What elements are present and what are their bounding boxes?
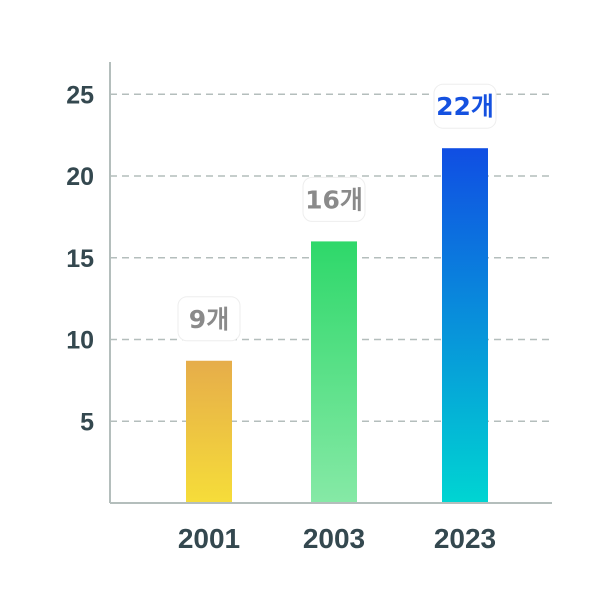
x-category-label: 2001 <box>178 523 240 554</box>
data-label: 9개 <box>189 305 229 334</box>
axes <box>109 62 552 504</box>
y-tick-label: 15 <box>66 245 94 273</box>
y-tick-label: 5 <box>80 408 94 436</box>
data-label: 22개 <box>436 92 494 121</box>
x-axis-categories: 2001 2003 2023 <box>178 523 496 554</box>
data-label-box <box>302 176 366 222</box>
bar-2001 <box>186 360 232 503</box>
data-labels: 9개 16개 22개 <box>177 83 497 342</box>
x-category-label: 2023 <box>434 523 496 554</box>
data-label-box <box>433 83 497 129</box>
y-tick-label: 20 <box>66 163 94 191</box>
data-label-box <box>177 296 241 342</box>
bar-2003 <box>311 241 357 503</box>
y-tick-label: 25 <box>66 81 94 109</box>
x-category-label: 2003 <box>303 523 365 554</box>
bar-2023 <box>442 148 488 503</box>
data-label: 16개 <box>305 185 363 214</box>
bars <box>186 148 488 503</box>
y-axis-ticks: 5 10 15 20 25 <box>66 81 94 436</box>
y-tick-label: 10 <box>66 327 94 355</box>
